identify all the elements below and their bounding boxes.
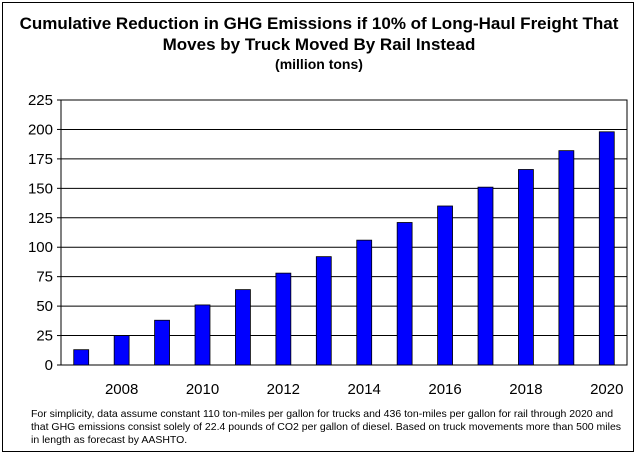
x-tick-label: 2018	[509, 381, 542, 398]
bar-2011	[235, 289, 251, 366]
bar-2010	[194, 304, 211, 366]
chart-footnote: For simplicity, data assume constant 110…	[31, 408, 622, 446]
x-tick-label: 2020	[590, 381, 623, 398]
chart-frame: Cumulative Reduction in GHG Emissions if…	[2, 2, 634, 452]
x-tick-label: 2012	[267, 381, 300, 398]
y-tick-label: 100	[28, 239, 53, 256]
y-tick-label: 175	[28, 151, 53, 168]
y-tick-label: 200	[28, 121, 53, 138]
y-tick-label: 50	[36, 298, 53, 315]
x-tick-label: 2014	[348, 381, 381, 398]
bar-2015	[396, 222, 413, 366]
bar-2012	[275, 272, 292, 366]
bar-2018	[518, 169, 534, 366]
y-tick-label: 75	[36, 269, 53, 286]
y-tick-label: 25	[36, 328, 53, 345]
y-tick-label: 125	[28, 210, 53, 227]
chart-title: Cumulative Reduction in GHG Emissions if…	[19, 14, 619, 54]
bar-2007	[73, 349, 90, 366]
bar-2020	[598, 131, 615, 366]
chart-subtitle: (million tons)	[275, 56, 363, 72]
y-tick-label: 150	[28, 180, 53, 197]
bar-2017	[477, 186, 494, 366]
x-tick-label: 2008	[105, 381, 138, 398]
y-tick-label: 0	[45, 357, 53, 374]
bar-2019	[558, 150, 575, 366]
bar-chart: 0 25 50 75 100 125 150 175 200 225 2008 2010 2012 201…	[28, 92, 628, 398]
x-tick-label: 2016	[428, 381, 461, 398]
bar-2009	[154, 319, 170, 366]
y-tick-label: 225	[28, 92, 53, 109]
bar-2008	[113, 335, 130, 366]
bar-2014	[356, 239, 373, 366]
x-tick-label: 2010	[186, 381, 219, 398]
bar-2016	[437, 205, 453, 366]
bar-2013	[315, 256, 332, 366]
plot-area-border	[60, 99, 628, 366]
